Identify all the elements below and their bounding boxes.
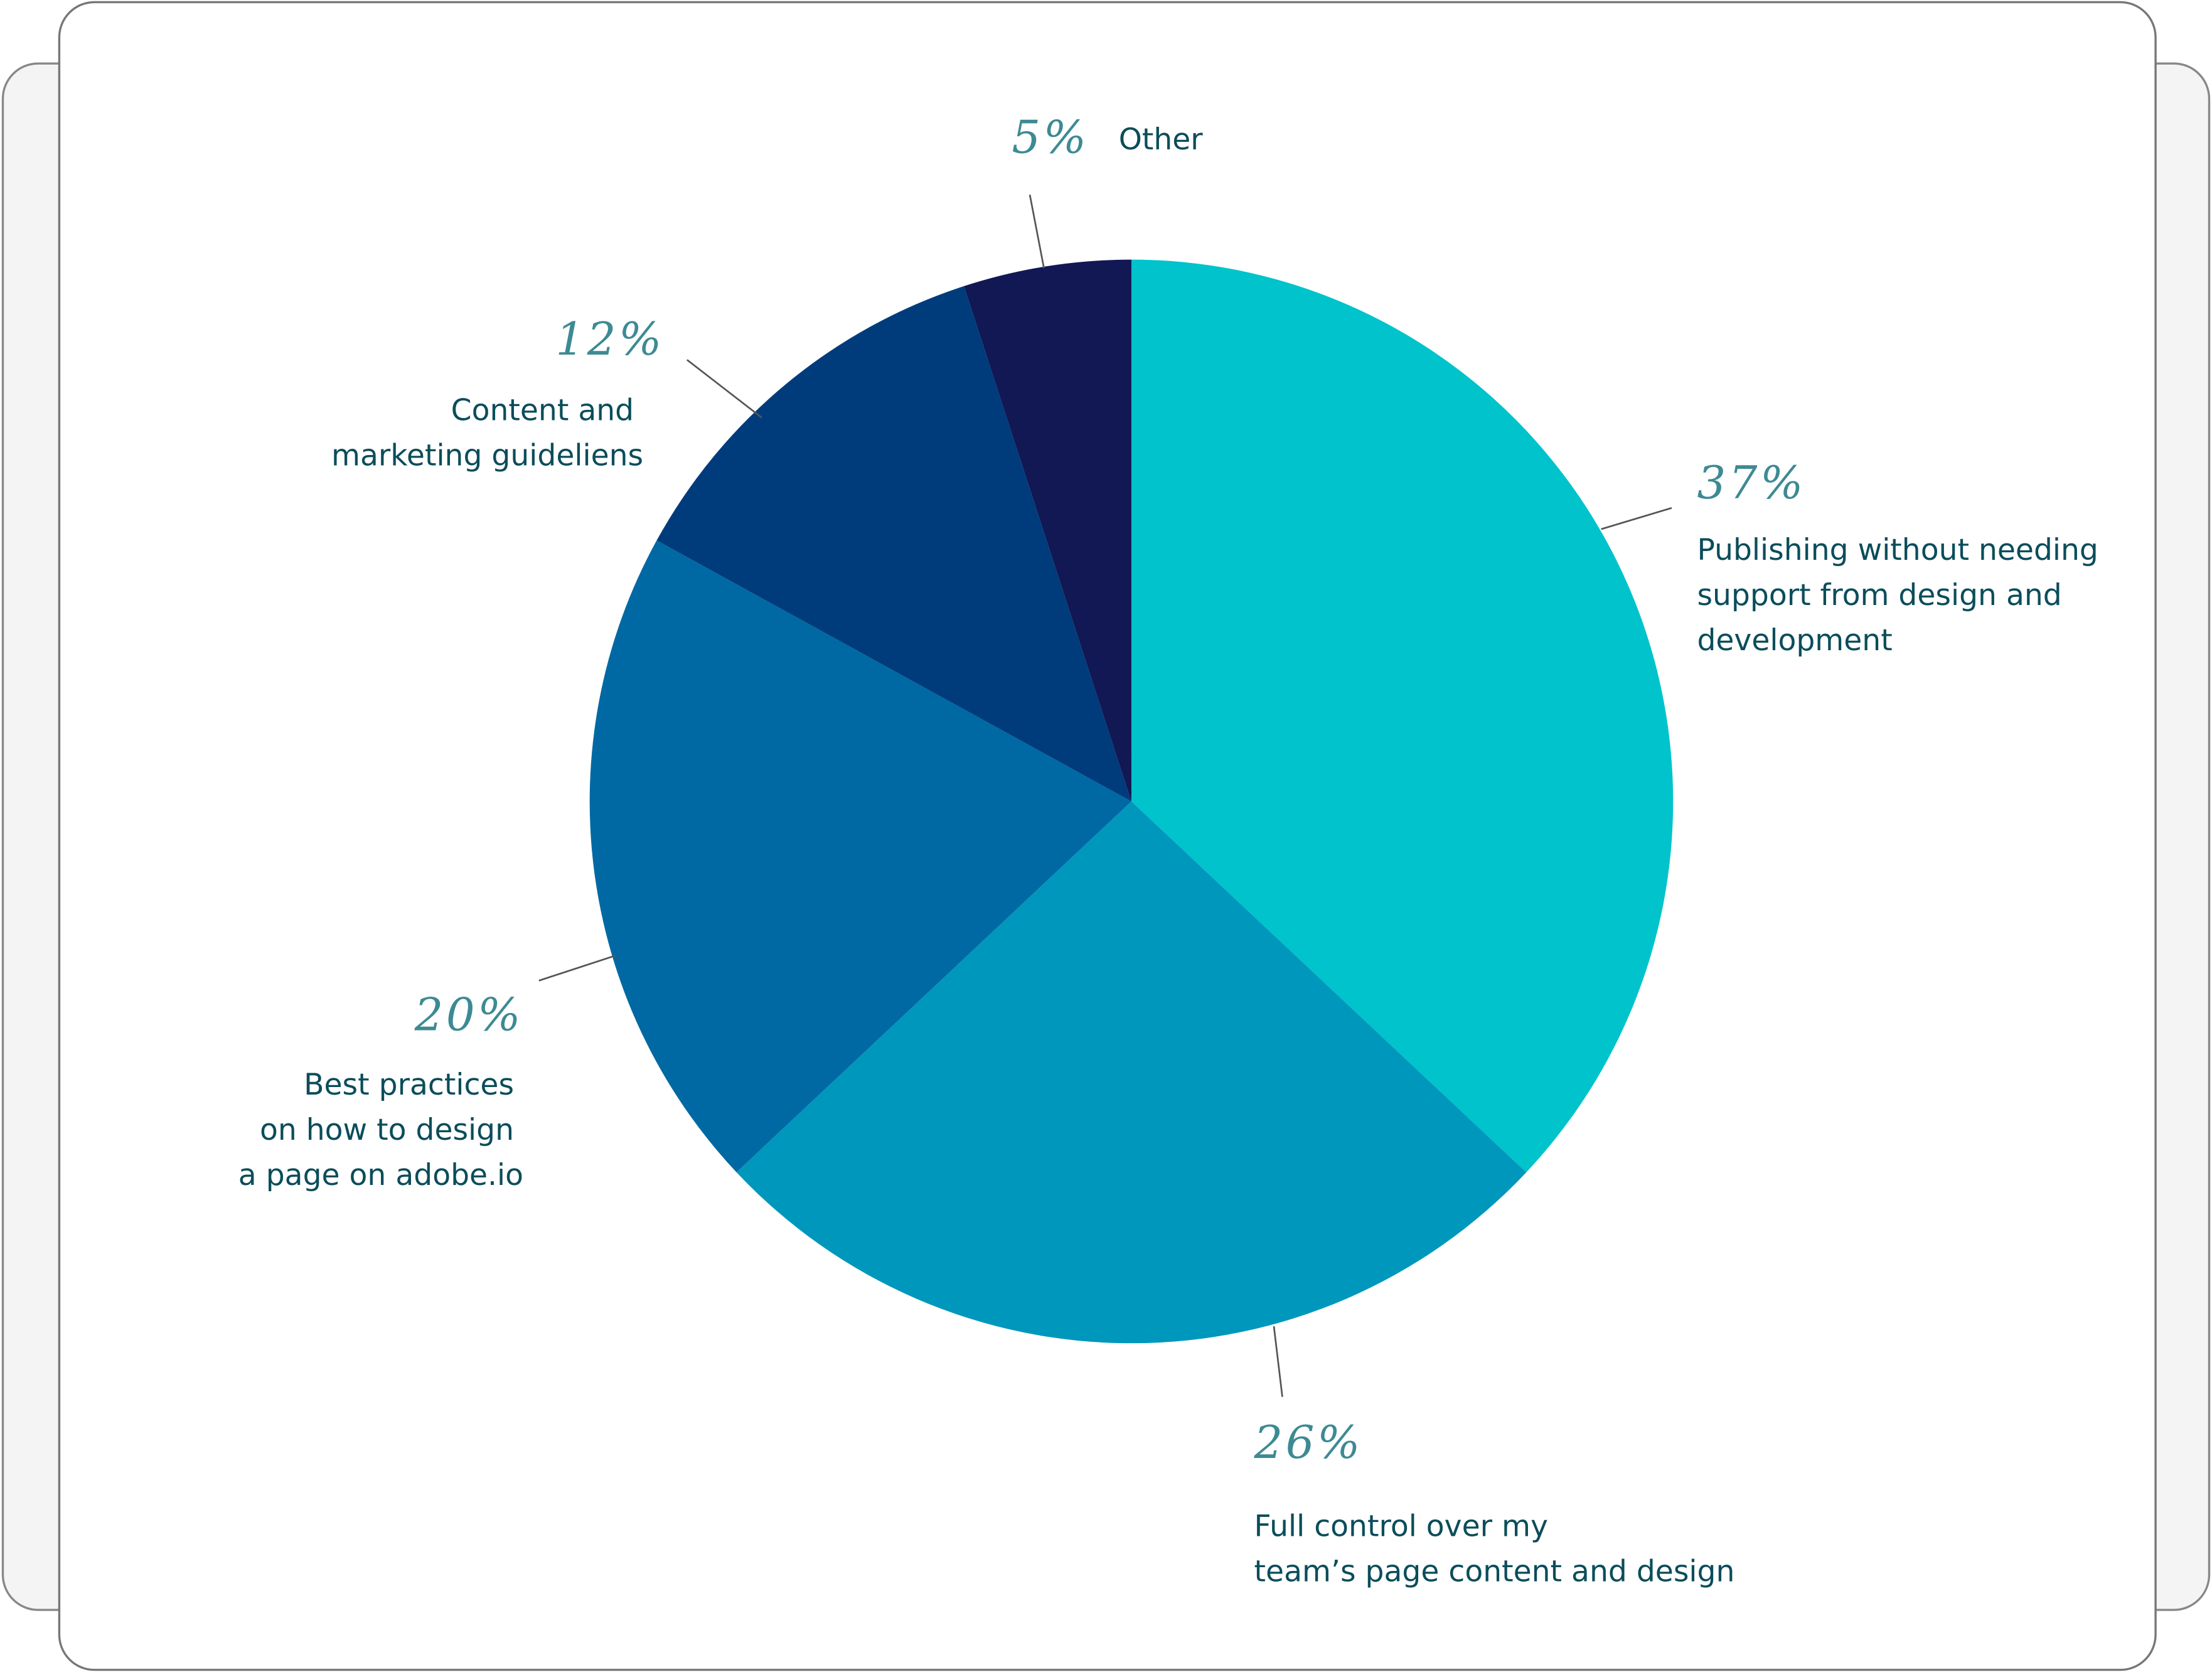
pie-slice <box>589 540 1131 1172</box>
leader-line <box>1029 194 1045 269</box>
category-label: Other <box>1119 122 1204 157</box>
pie-slice <box>736 801 1527 1344</box>
category-label: Content and marketing guideliens <box>331 393 643 473</box>
value-label: 37% <box>1697 456 1805 509</box>
leader-line <box>1601 507 1672 530</box>
value-label: 12% <box>555 313 664 365</box>
category-label: Full control over my team’s page content… <box>1254 1509 1735 1589</box>
value-label: 5% <box>1012 110 1089 163</box>
leader-line <box>686 359 762 419</box>
value-label: 20% <box>414 989 523 1041</box>
pie-slice <box>1131 259 1674 1172</box>
category-label: Publishing without needing support from … <box>1697 533 2107 658</box>
category-label: Best practices on how to design a page o… <box>238 1068 523 1192</box>
value-label: 26% <box>1254 1416 1363 1469</box>
leader-line <box>538 954 617 982</box>
pie-slice <box>964 259 1131 801</box>
pie-slice <box>656 286 1131 801</box>
leader-line <box>1273 1326 1283 1397</box>
